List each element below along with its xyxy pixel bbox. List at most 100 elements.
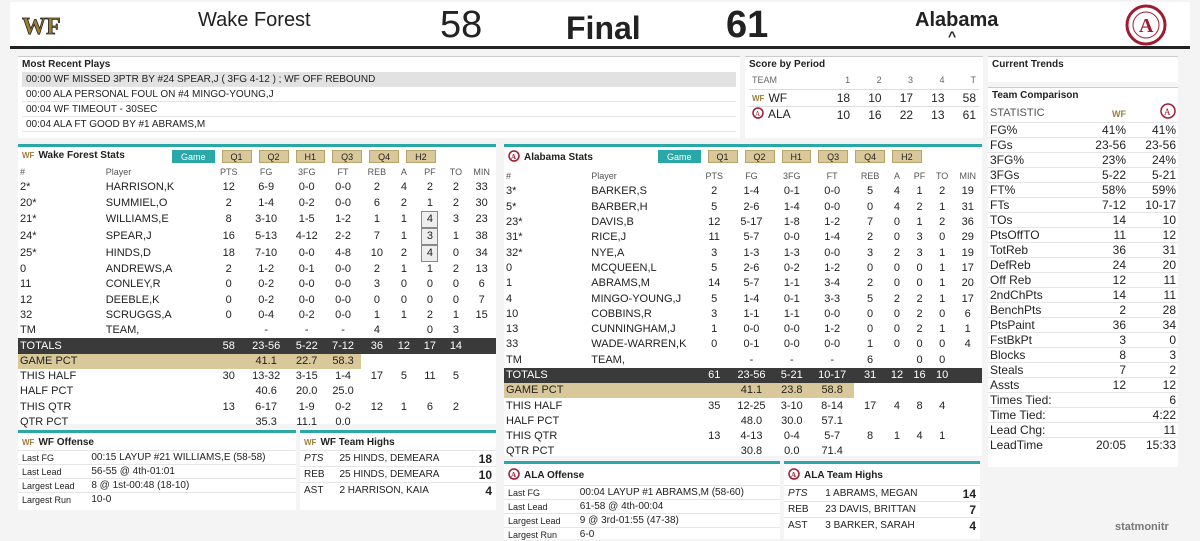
stat-cell: 0-0 bbox=[298, 278, 315, 291]
stat-cell: 0-2 bbox=[298, 196, 315, 209]
tab-q2[interactable]: Q2 bbox=[258, 150, 289, 163]
stat-cell: 0 bbox=[426, 324, 433, 337]
comparison-cell: 20:05 bbox=[1095, 438, 1126, 452]
qtr-pct-row: QTR PCT 30.8 0.0 71.4 bbox=[504, 444, 982, 459]
stat-cell bbox=[953, 414, 982, 429]
comparison-cell bbox=[1078, 408, 1128, 423]
tab-game[interactable]: Game bbox=[658, 150, 701, 163]
tab-q2[interactable]: Q2 bbox=[744, 150, 775, 163]
stat-cell: 0 bbox=[939, 338, 946, 351]
play-item: 00:04 ALA FT GOOD BY #1 ABRAMS,M bbox=[22, 117, 736, 132]
tab-q3[interactable]: Q3 bbox=[332, 150, 363, 163]
totals-row: TOTALS 61 23-56 5-21 10-17 31 12 16 10 bbox=[504, 367, 982, 384]
stat-cell: 17 bbox=[863, 399, 877, 412]
comparison-cell: Assts bbox=[990, 378, 1020, 392]
tab-q4[interactable]: Q4 bbox=[369, 150, 400, 163]
ala-mini-logo-icon: A bbox=[508, 150, 520, 165]
comparison-cell: 15:33 bbox=[1145, 438, 1176, 452]
stat-cell: 2 bbox=[373, 263, 380, 276]
stat-cell: 0 bbox=[867, 323, 874, 336]
stat-cell bbox=[953, 383, 982, 399]
stat-cell: 5 bbox=[711, 261, 718, 274]
stat-cell: 0-0 bbox=[335, 196, 351, 209]
stat-cell: COBBINS,R bbox=[591, 307, 652, 320]
stat-cell bbox=[953, 353, 982, 368]
comparison-cell: 41% bbox=[1151, 123, 1176, 137]
stat-cell: 2 bbox=[225, 196, 232, 209]
foul-count-box: 4 bbox=[421, 244, 439, 262]
comparison-row: Time Tied: 4:22 bbox=[988, 407, 1178, 423]
tab-q1[interactable]: Q1 bbox=[707, 150, 738, 163]
stat-cell: DAVIS,B bbox=[591, 216, 634, 229]
comparison-cell: 0 bbox=[1169, 333, 1176, 347]
comparison-cell: 11 bbox=[1163, 273, 1176, 287]
stat-cell: 6-17 bbox=[255, 400, 278, 413]
comparison-cell: 20 bbox=[1162, 258, 1176, 272]
comparison-cell: 59% bbox=[1151, 183, 1176, 197]
stat-cell: 6 bbox=[478, 278, 485, 291]
comparison-row: FG% 41% 41% bbox=[988, 122, 1178, 138]
team-cell: WF bbox=[768, 90, 788, 105]
stat-cell bbox=[854, 444, 885, 459]
tab-h2[interactable]: H2 bbox=[892, 150, 922, 163]
tab-h1[interactable]: H1 bbox=[295, 150, 326, 163]
stat-cell: 3 bbox=[452, 324, 459, 337]
comparison-cell: FstBkPt bbox=[990, 333, 1033, 347]
tab-h1[interactable]: H1 bbox=[781, 150, 812, 163]
alabama-logo-icon: A bbox=[1122, 4, 1170, 46]
game-pct-row: GAME PCT 41.1 22.7 58.3 bbox=[18, 353, 496, 369]
tab-h2[interactable]: H2 bbox=[406, 150, 436, 163]
stat-cell: 1 bbox=[426, 196, 433, 209]
stat-cell: 1 bbox=[400, 212, 407, 225]
tab-q1[interactable]: Q1 bbox=[221, 150, 252, 163]
play-item: 00:04 WF TIMEOUT - 30SEC bbox=[22, 102, 736, 117]
offense-value: 9 @ 3rd-01:55 (47-38) bbox=[579, 515, 679, 526]
stat-cell: 3 bbox=[711, 307, 718, 320]
this-half-row: THIS HALF 35 12-25 3-10 8-14 17 4 8 4 bbox=[504, 398, 982, 413]
player-row: 20* SUMMIEL,O 2 1-4 0-2 0-0 6 2 1 2 30 bbox=[18, 196, 496, 211]
tab-q4[interactable]: Q4 bbox=[855, 150, 886, 163]
stat-cell: 6-9 bbox=[258, 181, 275, 194]
stat-cell: 36 bbox=[361, 338, 393, 354]
stat-cell: 7 bbox=[478, 293, 485, 306]
stat-cell bbox=[415, 415, 444, 430]
stat-cell: 3 bbox=[916, 246, 923, 259]
stat-cell: 1 bbox=[452, 229, 459, 242]
stat-cell: 3 bbox=[415, 227, 444, 245]
comparison-row: 3FGs 5-22 5-21 bbox=[988, 167, 1178, 183]
player-row: TM TEAM, - - - 4 0 3 bbox=[18, 323, 496, 338]
comparison-cell: 23% bbox=[1101, 153, 1126, 167]
comparison-cell: 14 bbox=[1112, 213, 1126, 227]
score-by-period-panel: Score by Period TEAM 1 2 3 4 T WF WF 18 1… bbox=[745, 56, 983, 138]
stat-cell: 5 bbox=[400, 370, 407, 383]
stat-cell: 5 bbox=[867, 185, 874, 198]
column-header: MIN bbox=[959, 171, 976, 182]
stat-cell: 0-0 bbox=[824, 338, 841, 351]
ala-mini-logo-icon: A bbox=[752, 107, 764, 122]
stat-cell: WADE-WARREN,K bbox=[591, 338, 687, 351]
stat-cell: 5-17 bbox=[740, 216, 763, 229]
wf-highs-panel: WF WF Team Highs PTS 25 HINDS, DEMEARA 18 RE… bbox=[300, 430, 496, 510]
svg-text:A: A bbox=[511, 153, 516, 161]
leader-name: 1 ABRAMS, MEGAN bbox=[825, 488, 918, 499]
column-header: # bbox=[20, 167, 26, 178]
tab-game[interactable]: Game bbox=[172, 150, 215, 163]
stat-cell: 4-13 bbox=[740, 430, 763, 443]
player-row: 13 CUNNINGHAM,J 1 0-0 0-0 1-2 0 0 2 1 1 bbox=[504, 322, 982, 337]
team-comparison-panel: Team Comparison STATISTIC WF A FG% 41% 41%… bbox=[988, 87, 1178, 467]
score-by-period-table: TEAM 1 2 3 4 T WF WF 18 10 17 13 58 A ALA … bbox=[749, 72, 979, 123]
stat-cell: 0 bbox=[893, 261, 901, 274]
stat-cell: 16 bbox=[222, 229, 235, 242]
chevron-up-icon[interactable]: ^ bbox=[948, 28, 957, 44]
stat-cell: 3 bbox=[452, 212, 459, 225]
comparison-cell: Steals bbox=[990, 363, 1024, 377]
tab-q3[interactable]: Q3 bbox=[818, 150, 849, 163]
stat-cell: 1 bbox=[400, 308, 407, 321]
stat-cell bbox=[393, 384, 416, 399]
stat-cell: 36 bbox=[961, 216, 974, 229]
stat-cell: 4 bbox=[400, 181, 407, 194]
comparison-cell: Times Tied: bbox=[990, 393, 1052, 407]
stat-cell: HARRISON,K bbox=[105, 181, 175, 194]
stat-cell: 0-0 bbox=[335, 263, 351, 276]
stat-cell: 3 bbox=[711, 246, 718, 259]
